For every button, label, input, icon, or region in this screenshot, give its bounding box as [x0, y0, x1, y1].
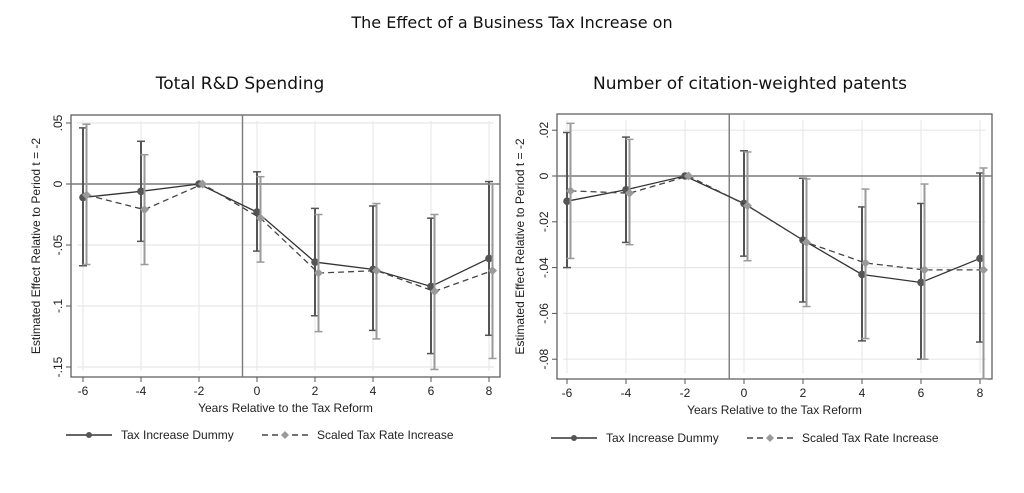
series-scaled-tax-rate-increase: [82, 123, 497, 371]
x-tick-label: 8: [486, 384, 493, 398]
legend-marker-diamond: [281, 431, 289, 439]
data-point-diamond: [684, 171, 693, 181]
x-axis-title: Years Relative to the Tax Reform: [198, 401, 373, 415]
y-tick-label: .05: [51, 114, 65, 131]
x-tick-label: -2: [680, 386, 691, 400]
right-chart: .02 0 -.02 -.04 -.06 -.08 -6 -4 -2 0 2 4 6 8 Years Rel…: [513, 113, 993, 445]
left-chart-title: Total R&D Spending: [155, 74, 325, 94]
y-tick-label: 0: [51, 180, 65, 187]
x-tick-label: 4: [859, 386, 866, 400]
y-tick-label: 0: [537, 172, 551, 179]
x-tick-label: 8: [977, 386, 984, 400]
data-point-circle: [917, 278, 925, 287]
data-point-circle: [137, 187, 145, 196]
data-point-diamond: [625, 188, 634, 198]
y-tick-label: -.06: [537, 303, 551, 324]
x-tick-label: 6: [428, 384, 435, 398]
data-point-circle: [858, 270, 866, 279]
data-point-diamond: [314, 268, 323, 278]
legend-marker-circle: [86, 432, 92, 438]
series-line: [82, 183, 490, 288]
legend-marker-diamond: [766, 434, 774, 442]
series-line: [86, 183, 493, 293]
data-point-diamond: [198, 179, 207, 189]
x-tick-label: 6: [918, 386, 925, 400]
x-tick-label: 0: [254, 384, 261, 398]
data-point-diamond: [256, 213, 265, 223]
data-point-diamond: [488, 266, 497, 276]
data-point-diamond: [743, 201, 752, 211]
data-point-diamond: [140, 205, 149, 215]
series-line: [566, 175, 981, 284]
series-scaled-tax-rate-increase: [566, 122, 988, 380]
data-point-circle: [485, 254, 493, 263]
legend-marker-circle: [571, 435, 577, 441]
y-axis-title: Estimated Effect Relative to Period t = …: [29, 138, 43, 355]
data-point-circle: [976, 254, 984, 263]
y-tick-label: .02: [537, 122, 551, 139]
legend: Tax Increase Dummy Scaled Tax Rate Increa…: [66, 428, 454, 442]
x-tick-label: 2: [312, 384, 319, 398]
legend-label-scaled: Scaled Tax Rate Increase: [802, 431, 939, 445]
figure-title: The Effect of a Business Tax Increase on: [351, 13, 673, 32]
data-point-circle: [563, 197, 571, 205]
x-tick-label: 2: [800, 386, 807, 400]
x-axis-title: Years Relative to the Tax Reform: [687, 403, 862, 417]
data-point-circle: [427, 282, 435, 291]
y-tick-label: -.1: [51, 299, 65, 313]
legend: Tax Increase Dummy Scaled Tax Rate Increa…: [551, 431, 939, 445]
data-point-diamond: [82, 190, 91, 200]
legend-label-scaled: Scaled Tax Rate Increase: [317, 428, 454, 442]
data-point-diamond: [802, 237, 811, 247]
data-point-diamond: [430, 286, 439, 296]
legend-label-dummy: Tax Increase Dummy: [121, 428, 234, 442]
y-tick-label: -.05: [51, 234, 65, 255]
x-tick-label: -4: [136, 384, 147, 398]
data-point-diamond: [372, 266, 381, 276]
series-line: [570, 175, 984, 271]
x-tick-label: -4: [621, 386, 632, 400]
data-point-diamond: [566, 186, 575, 196]
x-tick-label: 0: [741, 386, 748, 400]
x-tick-label: 4: [370, 384, 377, 398]
plot-frame: [70, 114, 501, 378]
data-point-circle: [311, 258, 319, 266]
data-point-diamond: [979, 265, 988, 275]
legend-label-dummy: Tax Increase Dummy: [606, 431, 719, 445]
y-tick-label: -.02: [537, 211, 551, 232]
y-tick-label: -.15: [51, 356, 65, 377]
y-axis-title: Estimated Effect Relative to Period t = …: [513, 138, 527, 355]
plot-frame: [556, 113, 993, 380]
left-chart: .05 0 -.05 -.1 -.15 -6 -4 -2 0 2 4 6 8 Years Relative…: [29, 114, 501, 442]
y-tick-label: -.08: [537, 349, 551, 370]
data-point-diamond: [920, 265, 929, 275]
data-point-circle: [253, 208, 261, 216]
x-tick-label: -6: [78, 384, 89, 398]
x-tick-label: -2: [194, 384, 205, 398]
y-tick-label: -.04: [537, 257, 551, 278]
right-chart-title: Number of citation-weighted patents: [593, 74, 907, 94]
x-tick-label: -6: [562, 386, 573, 400]
data-point-diamond: [861, 258, 870, 268]
